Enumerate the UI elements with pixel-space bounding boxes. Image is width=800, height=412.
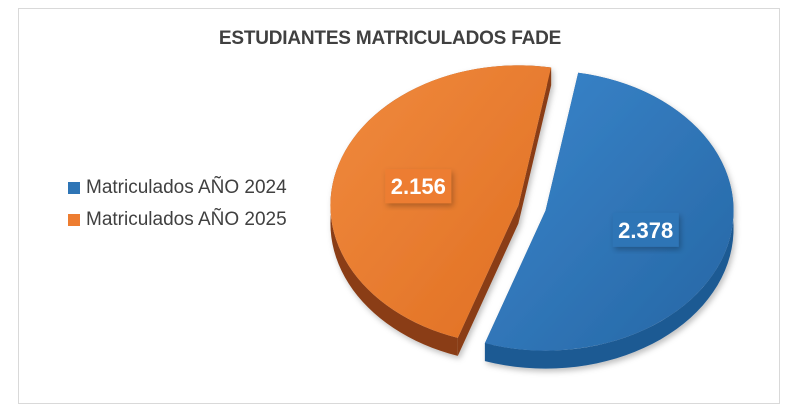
legend-item-2024: Matriculados AÑO 2024 (68, 172, 287, 204)
pie-slice-top (484, 72, 734, 351)
data-label-box (612, 212, 679, 247)
data-label-text: 2.378 (618, 218, 673, 243)
pie-slice-wall (457, 205, 519, 356)
legend-label-2024: Matriculados AÑO 2024 (86, 177, 287, 198)
data-label-text: 2.156 (391, 174, 446, 199)
chart-title: ESTUDIANTES MATRICULADOS FADE (218, 28, 562, 49)
legend-item-2025: Matriculados AÑO 2025 (68, 204, 287, 236)
data-label-2025: 2.156 (385, 169, 452, 204)
legend-swatch-2024 (68, 182, 80, 194)
legend-label-2025: Matriculados AÑO 2025 (86, 209, 287, 230)
data-label-2024: 2.378 (612, 212, 679, 247)
legend-swatch-2025 (68, 214, 80, 226)
data-label-box (385, 169, 452, 204)
pie-slice-wall (518, 67, 552, 224)
pie-slice-2024 (484, 72, 734, 369)
chart-legend: Matriculados AÑO 2024 Matriculados AÑO 2… (60, 168, 293, 242)
